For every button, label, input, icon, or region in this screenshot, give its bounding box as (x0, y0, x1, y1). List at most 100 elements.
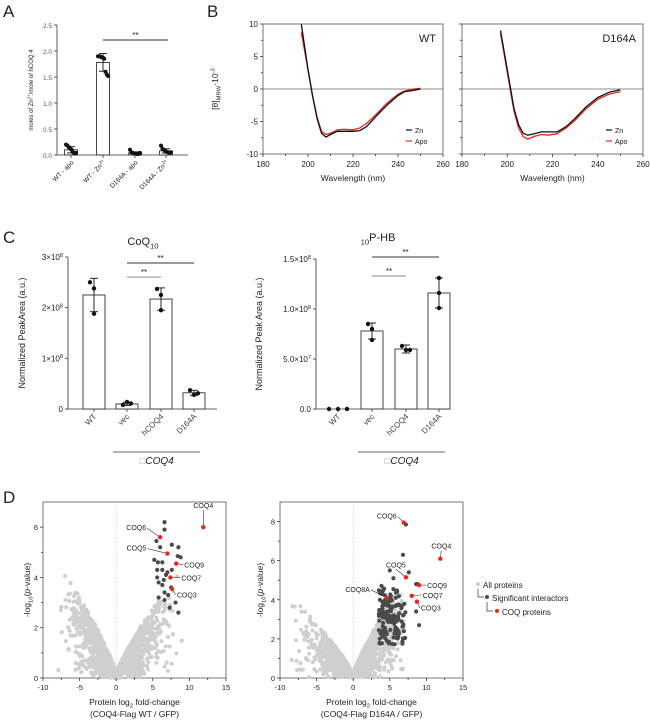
label-part: D164A - Zn (139, 163, 167, 191)
background-point (382, 665, 387, 670)
background-point (320, 654, 325, 659)
background-point (163, 606, 168, 611)
background-point (128, 674, 133, 680)
background-point (105, 650, 110, 655)
label-part: Normalized Peak Area (a.u.) (254, 277, 264, 390)
significant-point (176, 545, 181, 550)
significant-point (160, 582, 165, 588)
label-part: 8 (60, 354, 63, 360)
significant-point (391, 613, 396, 618)
significant-point (391, 587, 396, 592)
background-point (82, 658, 87, 663)
background-point (153, 626, 158, 631)
background-point (84, 637, 89, 642)
x-tick-label: -10 (275, 683, 286, 692)
significant-point (379, 583, 384, 588)
chart-title: 10P-HB (361, 232, 396, 246)
background-point (328, 638, 333, 643)
background-point (344, 661, 349, 666)
background-point (298, 667, 303, 672)
data-point (436, 305, 442, 311)
background-point (72, 612, 77, 617)
coq-label: COQ8A (345, 587, 370, 594)
x-tick-label: 5 (388, 683, 392, 692)
background-point (70, 615, 75, 620)
significant-point (388, 597, 393, 602)
y-axis-label: moles of Zn2+/mole of hCOQ 4 (27, 49, 35, 131)
data-point (158, 308, 164, 313)
background-point (73, 667, 78, 672)
legend-elbow (477, 589, 484, 598)
coq-point (157, 535, 163, 540)
x-tick-label: 240 (591, 160, 605, 169)
data-point (187, 388, 193, 393)
background-point (322, 650, 327, 655)
significant-point (396, 594, 401, 599)
coq-point (384, 595, 390, 601)
significant-point (152, 557, 157, 562)
y-tick-label: 0 (271, 674, 275, 683)
background-point (364, 645, 369, 650)
background-point (59, 630, 64, 635)
background-point (77, 652, 82, 657)
background-point (121, 660, 126, 665)
background-point (129, 647, 134, 652)
background-point (157, 606, 162, 611)
background-point (372, 671, 377, 676)
series-line-zn (300, 23, 421, 138)
background-point (155, 630, 160, 636)
y-axis-label: -log10(p-value) (255, 563, 268, 617)
label-part: fold-change (133, 697, 180, 707)
significance-label: ** (141, 268, 147, 277)
significant-points (152, 520, 183, 615)
label-part: moles of Zn (29, 99, 35, 130)
background-points (56, 574, 184, 681)
background-point (372, 642, 377, 647)
data-point (436, 275, 442, 281)
label-part: P-HB (369, 232, 395, 244)
background-point (71, 599, 76, 604)
significant-point (162, 590, 167, 595)
y-tick-label: 2×108 (42, 303, 63, 312)
coq-label: COQ9 (427, 583, 447, 590)
coq-point (169, 586, 175, 591)
background-point (398, 658, 403, 663)
background-point (103, 672, 108, 678)
y-tick-label: 5.0×107 (283, 355, 311, 364)
background-point (152, 620, 157, 625)
x-tick-label: 200 (501, 160, 515, 169)
background-point (99, 636, 104, 642)
significant-point (414, 609, 419, 614)
background-point (156, 609, 161, 614)
label-part: 10 (262, 596, 268, 603)
background-point (311, 621, 316, 627)
background-point (378, 674, 383, 679)
data-point (399, 343, 405, 349)
label-part: [θ] (210, 100, 220, 109)
background-point (170, 608, 175, 613)
data-point (436, 290, 442, 296)
significant-point (406, 570, 411, 575)
significant-point (396, 617, 401, 622)
y-tick-label: 1×108 (42, 354, 63, 363)
significant-point (378, 612, 383, 617)
background-point (134, 658, 139, 663)
coq-point (174, 561, 179, 566)
significant-point (396, 602, 401, 607)
significant-point (403, 635, 408, 641)
background-point (86, 610, 91, 615)
y-tick-label: 4 (271, 596, 275, 605)
background-point (157, 602, 162, 607)
significant-point (399, 619, 404, 624)
background-point (86, 615, 91, 620)
background-point (331, 668, 336, 673)
background-point (373, 674, 378, 679)
background-point (399, 599, 404, 604)
label-part: 0 (59, 405, 64, 414)
leader-line (147, 548, 168, 554)
background-point (56, 668, 61, 673)
background-point (77, 632, 82, 637)
background-point (67, 598, 72, 604)
label-part: CoQ (127, 236, 150, 248)
background-point (92, 621, 97, 627)
